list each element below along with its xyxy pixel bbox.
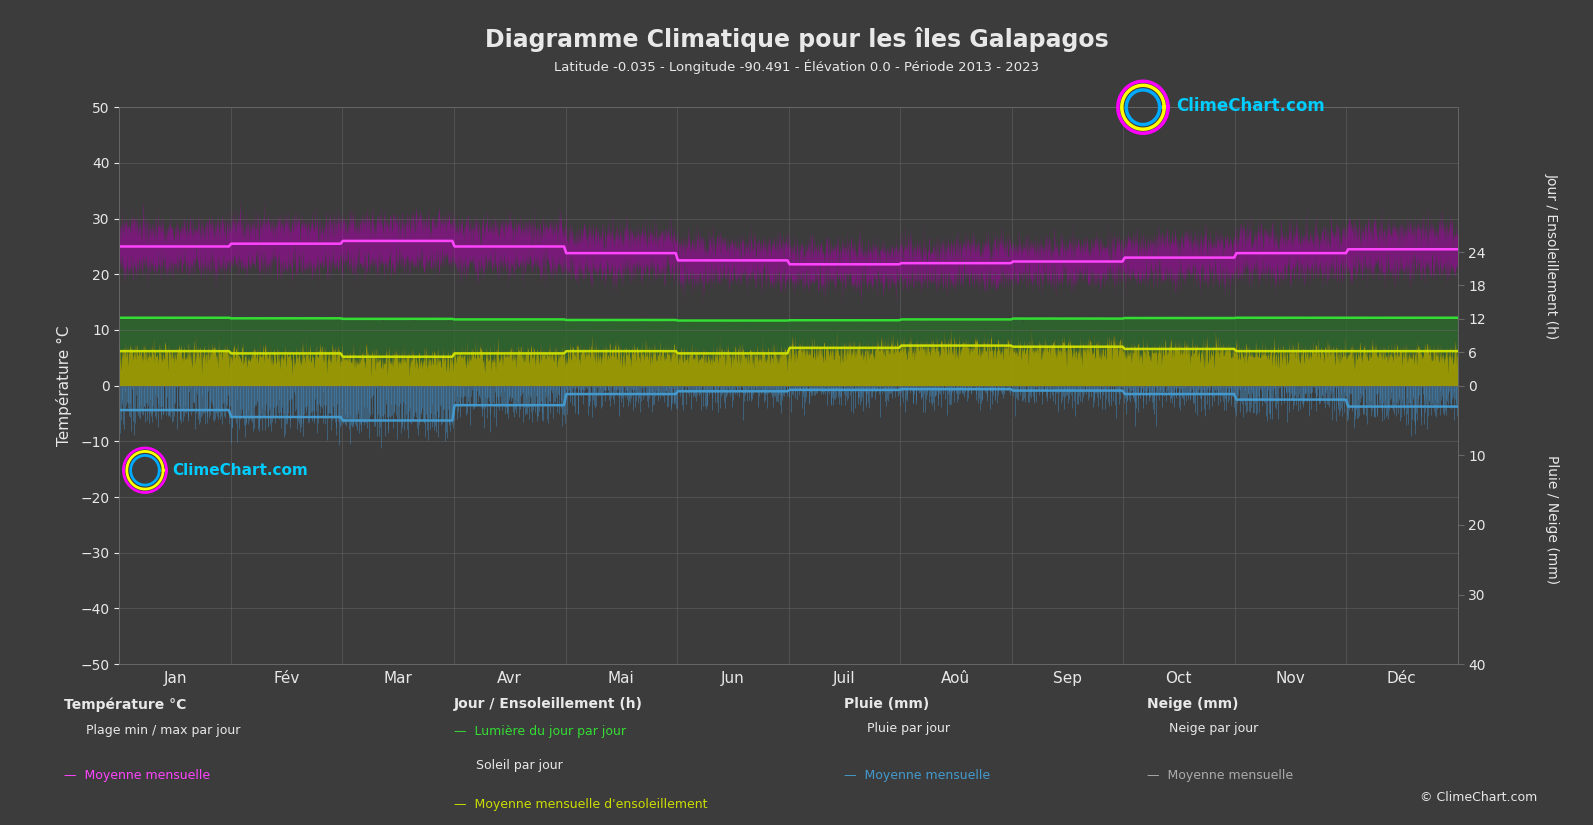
Text: ClimeChart.com: ClimeChart.com [1176, 97, 1324, 115]
Text: Jour / Ensoleillement (h): Jour / Ensoleillement (h) [454, 697, 644, 711]
Text: —  Moyenne mensuelle: — Moyenne mensuelle [844, 769, 991, 782]
Text: —  Moyenne mensuelle d'ensoleillement: — Moyenne mensuelle d'ensoleillement [454, 798, 707, 811]
Text: —  Lumière du jour par jour: — Lumière du jour par jour [454, 725, 626, 738]
Text: —  Moyenne mensuelle: — Moyenne mensuelle [64, 769, 210, 782]
Text: Pluie (mm): Pluie (mm) [844, 697, 930, 711]
Text: Soleil par jour: Soleil par jour [476, 759, 562, 772]
Text: Neige par jour: Neige par jour [1169, 722, 1258, 735]
Text: Température °C: Température °C [64, 697, 186, 712]
Text: —  Moyenne mensuelle: — Moyenne mensuelle [1147, 769, 1294, 782]
Text: ClimeChart.com: ClimeChart.com [172, 463, 307, 478]
Text: Diagramme Climatique pour les îles Galapagos: Diagramme Climatique pour les îles Galap… [484, 27, 1109, 52]
Text: Pluie / Neige (mm): Pluie / Neige (mm) [1545, 455, 1558, 584]
Text: Latitude -0.035 - Longitude -90.491 - Élévation 0.0 - Période 2013 - 2023: Latitude -0.035 - Longitude -90.491 - Él… [554, 59, 1039, 74]
Text: Pluie par jour: Pluie par jour [867, 722, 949, 735]
Text: Plage min / max par jour: Plage min / max par jour [86, 724, 241, 737]
Text: Neige (mm): Neige (mm) [1147, 697, 1238, 711]
Y-axis label: Température °C: Température °C [56, 325, 72, 446]
Text: Jour / Ensoleillement (h): Jour / Ensoleillement (h) [1545, 172, 1558, 339]
Text: © ClimeChart.com: © ClimeChart.com [1419, 791, 1537, 804]
